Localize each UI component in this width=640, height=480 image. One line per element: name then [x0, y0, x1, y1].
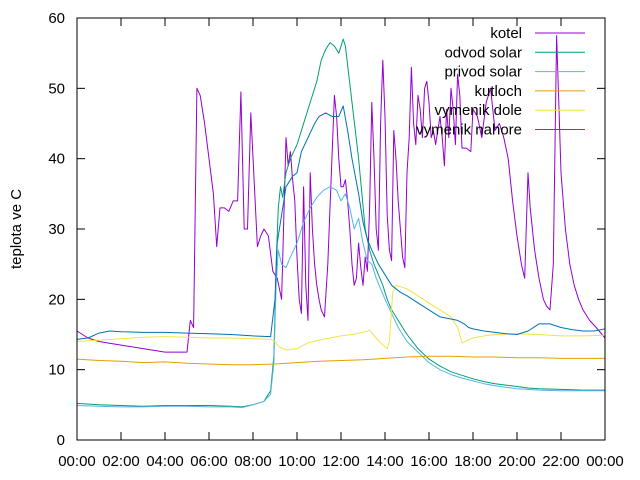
x-tick-label: 00:00 — [58, 453, 96, 470]
legend-label: vymenik dole — [434, 102, 522, 119]
x-tick-label: 12:00 — [322, 453, 360, 470]
x-tick-label: 18:00 — [454, 453, 492, 470]
series-group — [76, 35, 606, 409]
y-axis-ticks: 0 10 20 30 40 50 60 — [48, 10, 605, 449]
series-line-vymenik-dole — [76, 284, 606, 351]
x-tick-label: 20:00 — [498, 453, 536, 470]
y-tick-label: 40 — [48, 151, 65, 168]
series-line-kotel — [76, 35, 606, 353]
x-tick-label: 04:00 — [146, 453, 184, 470]
x-tick-label: 08:00 — [234, 453, 272, 470]
y-tick-label: 20 — [48, 291, 65, 308]
legend-label: kutloch — [474, 83, 522, 100]
y-tick-label: 10 — [48, 362, 65, 379]
series-line-privod-solar — [76, 186, 605, 409]
x-tick-label: 06:00 — [190, 453, 228, 470]
legend-label: vymenik nahore — [416, 122, 522, 139]
x-tick-label: 14:00 — [366, 453, 404, 470]
legend-label: odvod solar — [444, 44, 522, 61]
x-tick-label: 10:00 — [278, 453, 316, 470]
series-line-vymenik-nahore — [76, 105, 606, 340]
legend: kotel odvod solar privod solar kutloch vymen… — [416, 25, 585, 139]
x-tick-label: 00:00 — [586, 453, 624, 470]
y-axis-label: teplota ve C — [8, 189, 25, 269]
x-tick-label: 02:00 — [102, 453, 140, 470]
legend-label: privod solar — [444, 64, 522, 81]
y-tick-label: 60 — [48, 10, 65, 27]
y-tick-label: 50 — [48, 80, 65, 97]
y-tick-label: 0 — [57, 432, 65, 449]
series-line-odvod-solar — [76, 38, 605, 408]
legend-label: kotel — [490, 25, 522, 42]
x-tick-label: 22:00 — [542, 453, 580, 470]
x-tick-label: 16:00 — [410, 453, 448, 470]
x-axis-ticks: 00:00 02:00 04:00 06:00 08:00 10:00 12:00 14:00… — [58, 18, 624, 470]
y-tick-label: 30 — [48, 221, 65, 238]
series-line-kutloch — [76, 355, 605, 366]
